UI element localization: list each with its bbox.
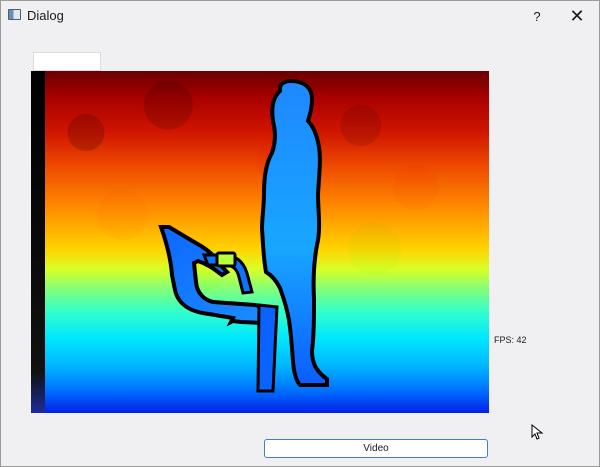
blank-input-box[interactable] <box>33 52 101 71</box>
video-button[interactable]: Video <box>264 439 488 458</box>
chair-back <box>158 225 267 327</box>
chair-hole <box>215 251 237 268</box>
fps-label: FPS: 42 <box>494 335 527 345</box>
chair-leg <box>256 303 279 393</box>
dialog-window-icon <box>8 9 21 20</box>
mouse-pointer-icon <box>531 424 544 440</box>
person-silhouette <box>259 78 329 387</box>
title-bar: Dialog ? ✕ <box>1 1 599 31</box>
depth-shadow-edge <box>31 71 45 413</box>
depth-scene <box>158 78 329 393</box>
help-button[interactable]: ? <box>533 8 541 24</box>
window-title: Dialog <box>27 8 64 23</box>
close-button[interactable]: ✕ <box>569 5 585 26</box>
depth-video-frame <box>31 71 489 413</box>
